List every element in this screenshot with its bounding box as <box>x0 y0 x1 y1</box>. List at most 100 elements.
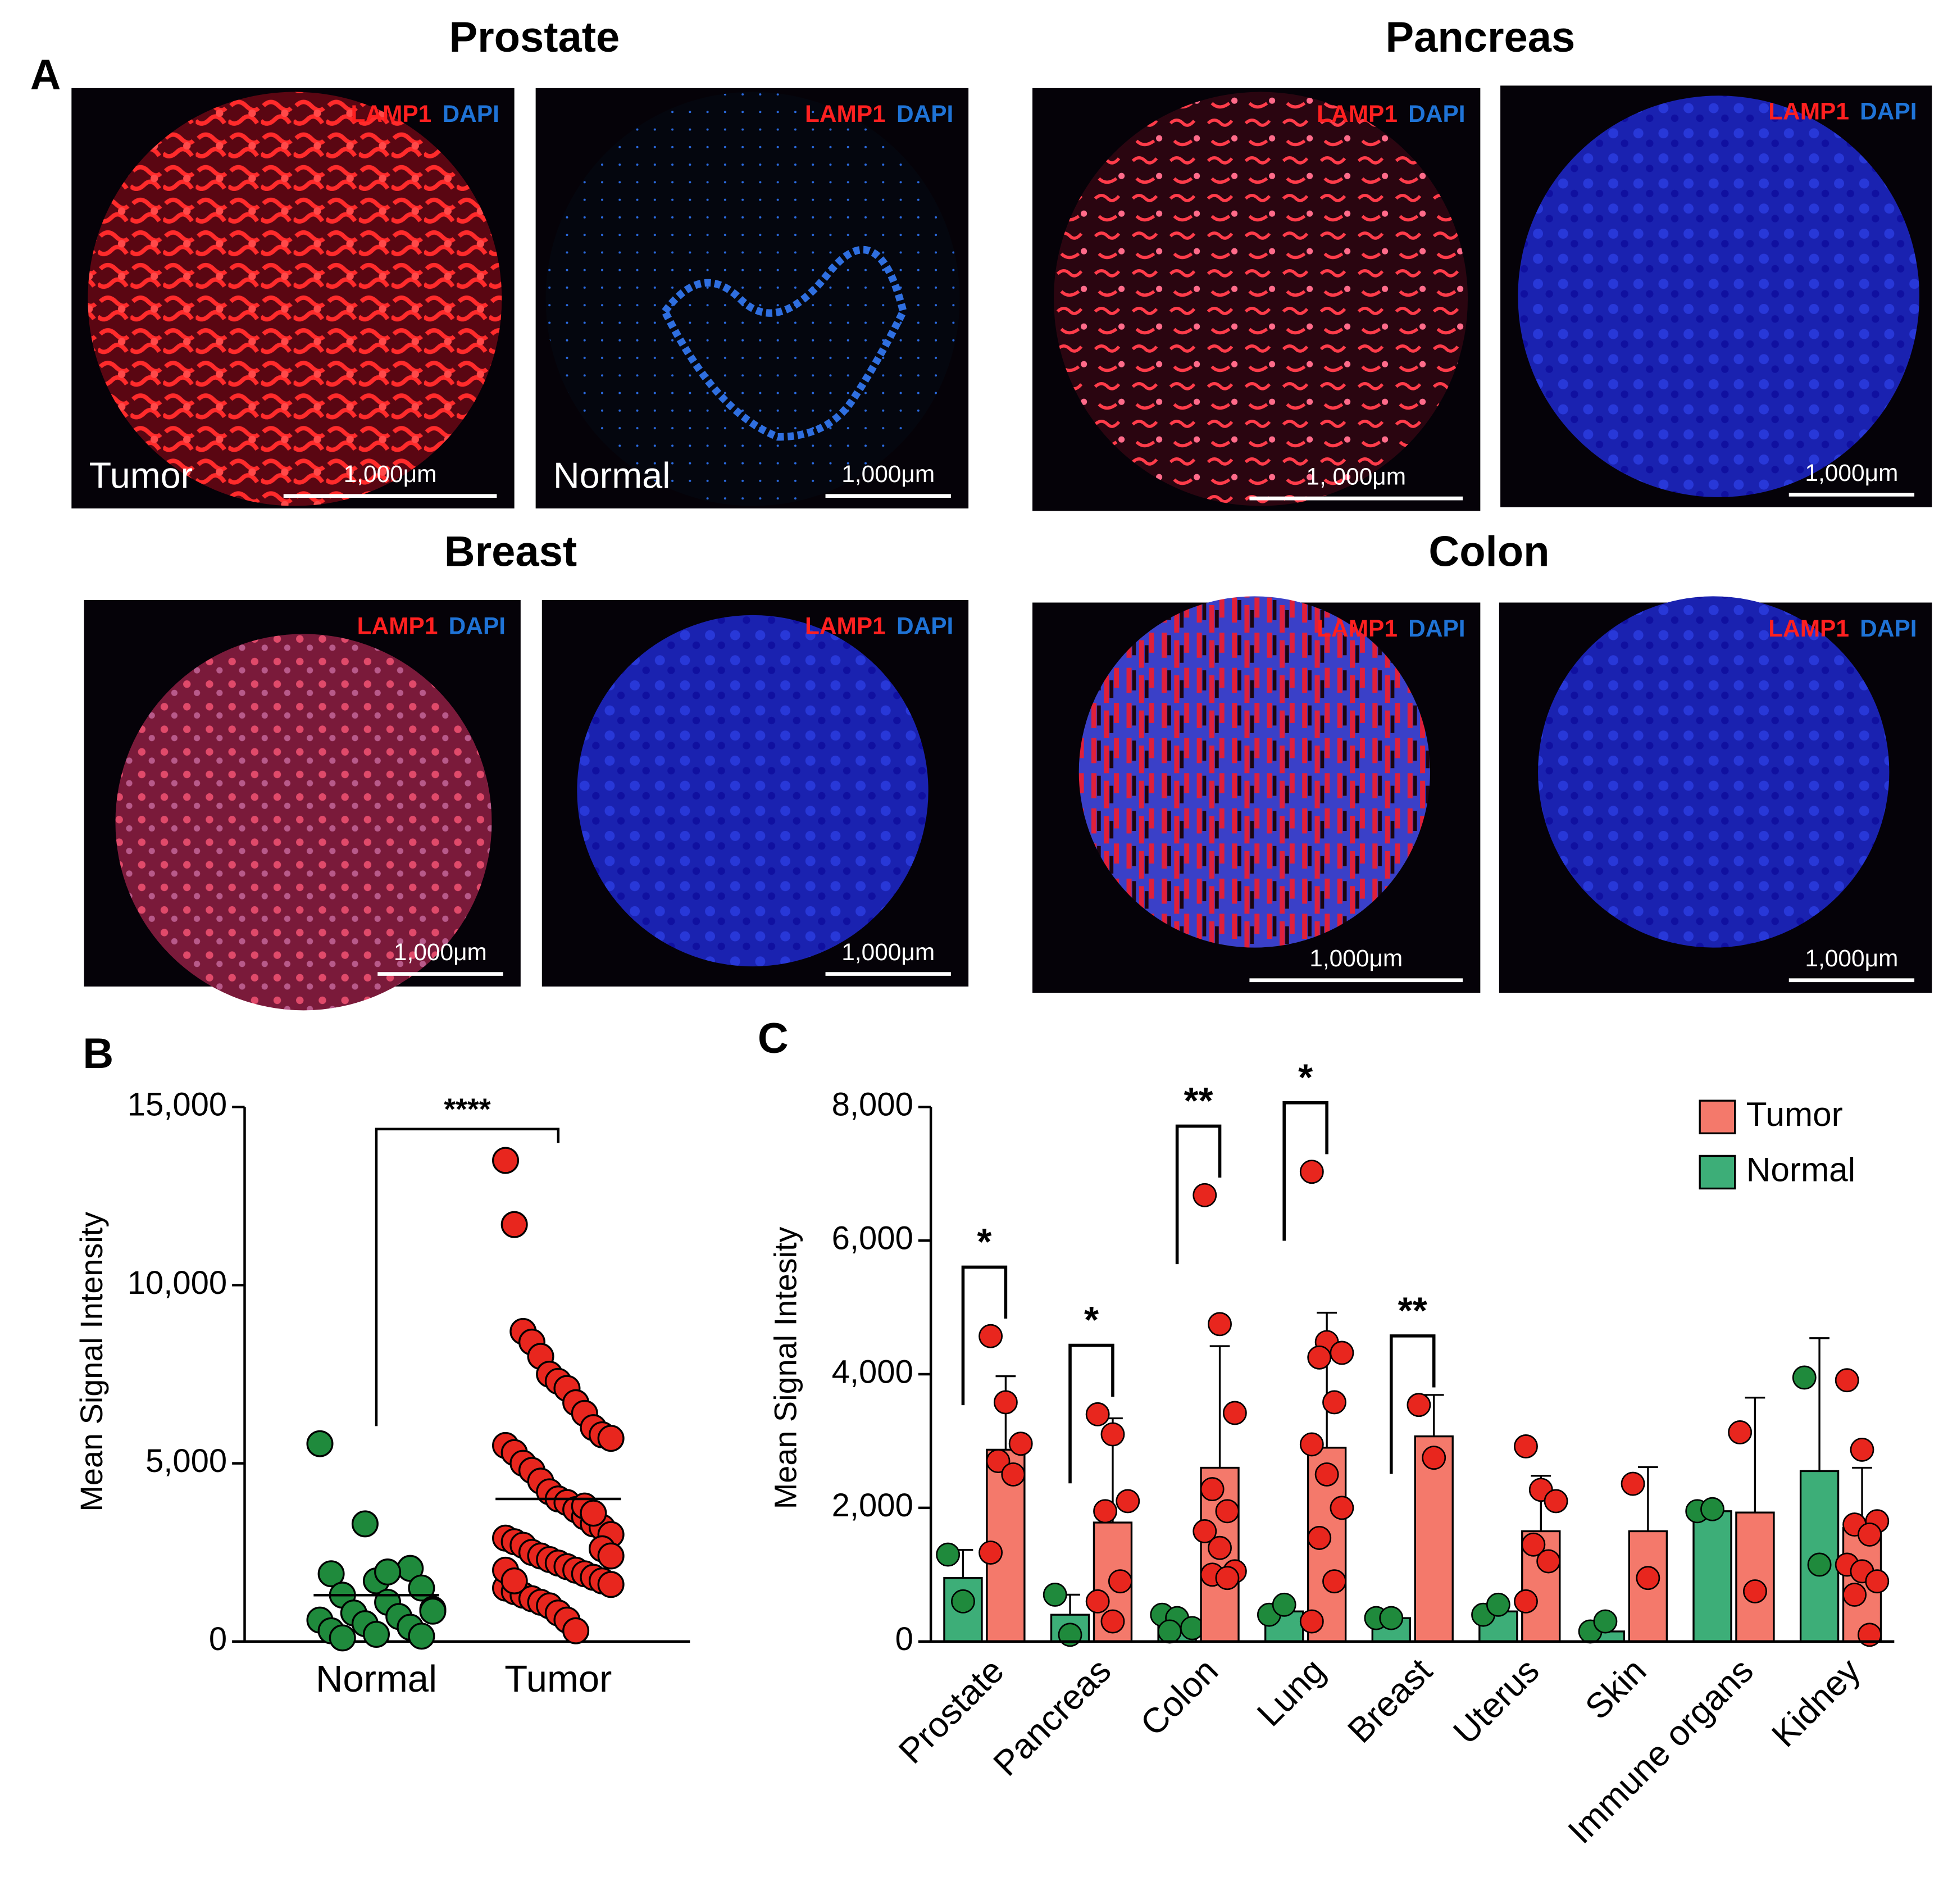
data-point <box>1322 1390 1346 1415</box>
stain-label: LAMP1 <box>805 101 886 127</box>
significance-bracket <box>961 1265 1008 1406</box>
data-point <box>1322 1569 1346 1594</box>
stain-label: LAMP1 <box>1768 615 1849 642</box>
data-point <box>306 1430 334 1457</box>
data-point <box>492 1147 520 1174</box>
y-tick-label: 15,000 <box>128 1087 227 1123</box>
stain-label: DAPI <box>449 612 506 639</box>
significance-bracket <box>1175 1124 1222 1265</box>
stain-label: LAMP1 <box>805 612 886 639</box>
panel-label: B <box>83 1030 113 1078</box>
gland-structure <box>661 246 908 441</box>
stain-label: LAMP1 <box>357 612 438 639</box>
y-tick-label: 0 <box>895 1621 913 1657</box>
x-tick-label: Colon <box>1133 1651 1226 1743</box>
data-point <box>1835 1368 1859 1393</box>
significance-label: * <box>1084 1299 1099 1341</box>
data-point <box>408 1623 435 1650</box>
significance-label: **** <box>444 1093 491 1126</box>
data-point <box>1222 1401 1247 1425</box>
data-point <box>1521 1532 1546 1557</box>
data-point <box>1157 1619 1182 1644</box>
data-point <box>1486 1592 1510 1617</box>
data-point <box>374 1558 402 1586</box>
data-point <box>1330 1496 1354 1520</box>
scale-label: 1,000μm <box>1805 945 1898 971</box>
tissue-core <box>1054 92 1468 506</box>
stain-label: DAPI <box>1408 101 1465 127</box>
legend-label: Normal <box>1746 1150 1855 1188</box>
data-point <box>1792 1365 1817 1390</box>
data-point <box>1093 1499 1118 1524</box>
data-point <box>1536 1549 1561 1574</box>
stain-label: LAMP1 <box>1768 98 1849 125</box>
data-point <box>1314 1462 1339 1487</box>
significance-label: ** <box>1398 1289 1428 1332</box>
stain-label: LAMP1 <box>351 101 431 127</box>
legend-swatch <box>1699 1099 1736 1134</box>
tissue-core <box>115 634 492 1011</box>
data-point <box>951 1589 975 1614</box>
panel-title: Colon <box>1428 528 1549 576</box>
y-tick-label: 10,000 <box>128 1265 227 1301</box>
y-tick-label: 5,000 <box>145 1443 227 1479</box>
data-point <box>1379 1606 1404 1630</box>
tissue-core <box>88 92 502 506</box>
error-bar <box>1423 1394 1444 1437</box>
data-point <box>1100 1609 1125 1634</box>
data-point <box>597 1542 625 1570</box>
data-point <box>419 1597 447 1625</box>
significance-label: * <box>1298 1056 1313 1098</box>
tissue-core <box>577 615 929 967</box>
data-point <box>1850 1437 1874 1462</box>
error-bar <box>1809 1337 1829 1471</box>
data-point <box>978 1541 1003 1565</box>
data-point <box>1001 1462 1026 1487</box>
data-point <box>329 1624 356 1652</box>
significance-bracket <box>375 1128 560 1426</box>
image-caption: Tumor <box>89 455 193 496</box>
data-point <box>1116 1489 1140 1514</box>
significance-label: * <box>977 1221 992 1263</box>
panel-label: C <box>758 1015 789 1062</box>
stain-label: DAPI <box>896 612 953 639</box>
data-point <box>1043 1583 1067 1607</box>
stain-label: DAPI <box>1408 615 1465 642</box>
stain-label: DAPI <box>1860 615 1917 642</box>
data-point <box>1857 1522 1882 1547</box>
data-point <box>1200 1477 1225 1502</box>
significance-label: ** <box>1184 1080 1213 1122</box>
data-point <box>1307 1345 1332 1370</box>
data-point <box>1742 1579 1767 1603</box>
data-point <box>1593 1609 1618 1634</box>
data-point <box>1330 1340 1354 1365</box>
x-tick-label: Normal <box>316 1658 437 1700</box>
data-point <box>1299 1160 1324 1184</box>
stain-label: LAMP1 <box>1317 615 1398 642</box>
x-tick-label: Breast <box>1340 1651 1440 1750</box>
data-point <box>1208 1312 1232 1337</box>
data-point <box>597 1571 625 1598</box>
data-point <box>1842 1583 1867 1607</box>
x-tick-label: Lung <box>1250 1651 1333 1734</box>
data-point <box>1193 1183 1217 1207</box>
data-point <box>1272 1592 1296 1617</box>
panel-label: A <box>30 51 61 99</box>
data-point <box>1215 1566 1240 1591</box>
data-point <box>1407 1393 1431 1417</box>
data-point <box>580 1499 607 1527</box>
x-tick-label: Skin <box>1578 1651 1654 1726</box>
data-point <box>1307 1525 1332 1550</box>
significance-bracket <box>1389 1334 1436 1474</box>
scale-label: 1,000μm <box>841 461 935 487</box>
stain-label: DAPI <box>443 101 499 127</box>
data-point <box>993 1390 1018 1415</box>
legend-swatch <box>1699 1155 1736 1190</box>
data-point <box>562 1617 590 1644</box>
data-point <box>1700 1497 1724 1521</box>
data-point <box>1299 1432 1324 1457</box>
scale-label: 1,000μm <box>394 939 487 965</box>
